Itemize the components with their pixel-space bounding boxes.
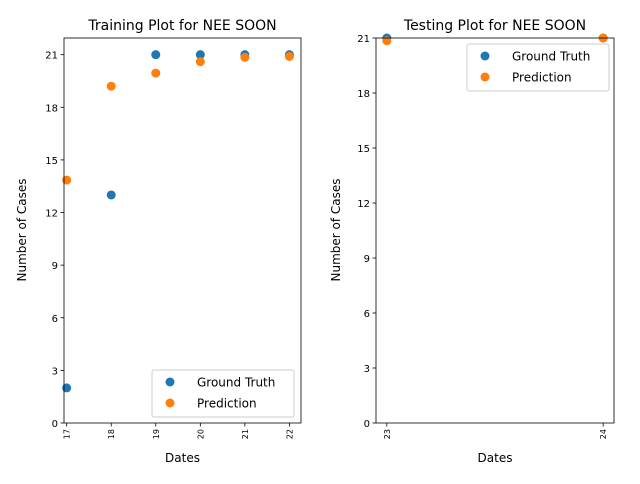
training-plot-frame [63, 37, 302, 424]
training-xtick-label: 18 [107, 429, 116, 439]
testing-plot: Testing Plot for NEE SOON Dates Number o… [329, 18, 615, 465]
training-ytick-label: 0 [52, 419, 58, 430]
training-ytick-label: 15 [45, 156, 58, 167]
training-plot-xlabel: Dates [165, 451, 200, 465]
training-point-ground-truth [151, 50, 161, 60]
training-point-ground-truth [195, 50, 205, 60]
training-ytick-label: 3 [52, 366, 58, 377]
testing-ytick-label: 6 [364, 309, 370, 320]
testing-plot-title: Testing Plot for NEE SOON [403, 18, 586, 34]
training-xtick-label: 22 [285, 429, 294, 439]
training-plot-title: Training Plot for NEE SOON [87, 18, 276, 34]
training-point-prediction [106, 81, 116, 91]
training-plot-ylabel: Number of Cases [15, 178, 29, 281]
training-point-ground-truth [106, 190, 116, 200]
testing-plot-xlabel: Dates [478, 451, 513, 465]
legend-box [466, 43, 610, 92]
legend-box [151, 369, 295, 418]
training-point-prediction [62, 175, 72, 185]
testing-ytick-label: 12 [357, 199, 370, 210]
training-point-prediction [240, 52, 250, 62]
training-ytick-label: 12 [45, 209, 58, 220]
training-point-prediction [195, 57, 205, 67]
testing-xtick-label: 23 [383, 429, 392, 439]
training-xtick-label: 20 [196, 429, 205, 439]
training-plot-legend: Ground Truth Prediction [151, 369, 295, 418]
training-ytick-label: 21 [45, 51, 58, 62]
testing-plot-frame [375, 37, 615, 424]
legend-marker-ground-truth [480, 51, 490, 61]
testing-ytick-label: 18 [357, 89, 370, 100]
testing-plot-legend: Ground Truth Prediction [466, 43, 610, 92]
training-ytick-label: 18 [45, 103, 58, 114]
testing-point-prediction [382, 36, 392, 46]
training-point-prediction [284, 51, 294, 61]
training-point-prediction [151, 68, 161, 78]
testing-ytick-label: 9 [364, 254, 370, 265]
training-point-ground-truth [62, 383, 72, 393]
legend-label-ground-truth: Ground Truth [512, 50, 590, 64]
training-xtick-label: 21 [241, 429, 250, 439]
testing-ytick-label: 0 [364, 419, 370, 430]
legend-marker-prediction [480, 72, 490, 82]
legend-marker-prediction [165, 398, 175, 408]
testing-ytick-label: 3 [364, 364, 370, 375]
training-plot: Training Plot for NEE SOON Dates Number … [15, 18, 302, 465]
legend-label-prediction: Prediction [512, 71, 572, 85]
legend-marker-ground-truth [165, 377, 175, 387]
training-ytick-label: 6 [52, 314, 58, 325]
testing-xtick-label: 24 [599, 429, 608, 439]
testing-plot-ylabel: Number of Cases [329, 178, 343, 281]
training-ytick-label: 9 [52, 261, 58, 272]
testing-ytick-label: 15 [357, 144, 370, 155]
legend-label-prediction: Prediction [197, 397, 257, 411]
training-xtick-label: 17 [63, 429, 72, 439]
testing-ytick-label: 21 [357, 34, 370, 45]
training-xtick-label: 19 [152, 429, 161, 439]
legend-label-ground-truth: Ground Truth [197, 376, 275, 390]
